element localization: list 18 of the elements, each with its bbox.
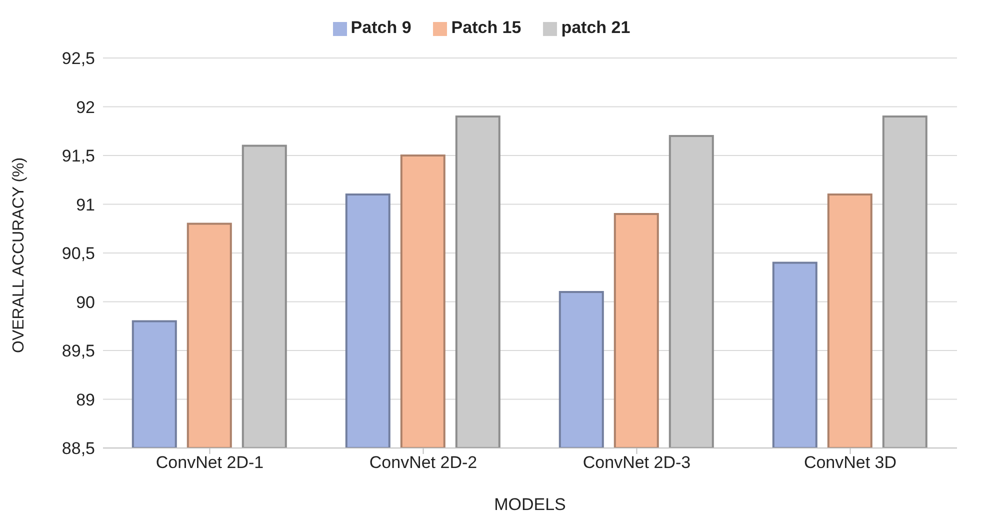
y-tick-label: 89,5 [62,342,95,361]
y-tick-label: 90 [76,292,95,312]
y-tick-label: 91,5 [62,146,95,166]
legend-label: Patch 9 [350,18,412,37]
x-tick-label: ConvNet 2D-1 [156,453,264,472]
y-tick-label: 88,5 [62,439,95,458]
x-tick-label: ConvNet 2D-2 [369,453,478,472]
legend-label: patch 21 [561,18,630,37]
y-tick-label: 90,5 [62,244,95,264]
y-tick-label: 91 [76,195,95,214]
y-tick-label: 92 [76,98,95,117]
y-axis-title: OVERALL ACCURACY (%) [10,157,28,353]
x-axis-title: MODELS [494,495,566,514]
y-tick-label: 89 [76,390,95,410]
x-tick-label: ConvNet 3D [804,453,897,472]
y-tick-label: 92,5 [62,49,95,68]
x-tick-label: ConvNet 2D-3 [582,453,691,472]
legend-label: Patch 15 [451,18,522,37]
